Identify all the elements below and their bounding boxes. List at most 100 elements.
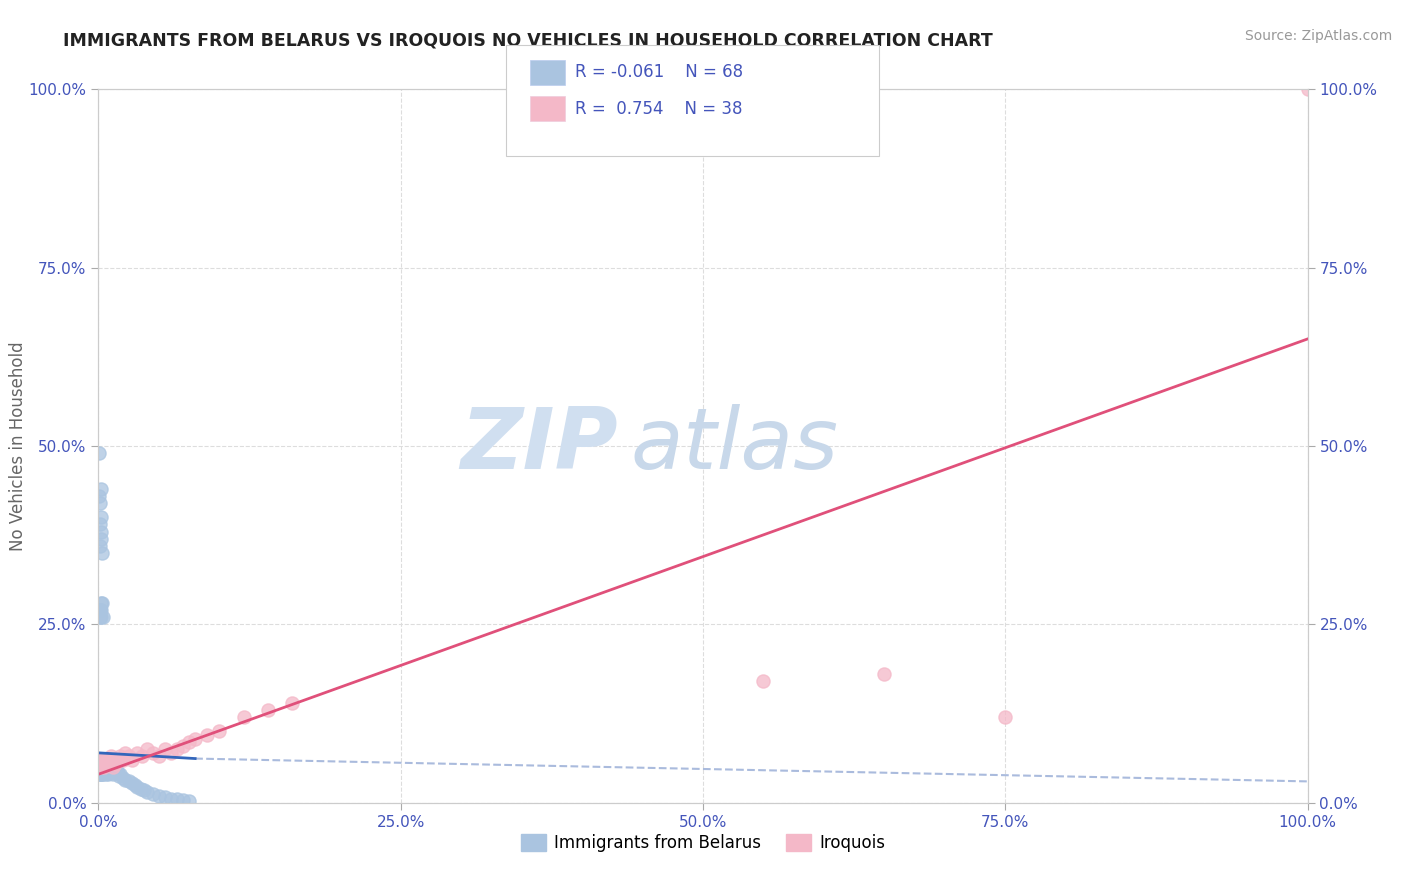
Point (89, 767, 111, 781)
Point (97, 762, 120, 776)
Text: IMMIGRANTS FROM BELARUS VS IROQUOIS NO VEHICLES IN HOUSEHOLD CORRELATION CHART: IMMIGRANTS FROM BELARUS VS IROQUOIS NO V… (63, 31, 993, 49)
Point (1296, 82, 1319, 96)
Point (90, 764, 112, 778)
Point (89, 496, 111, 510)
Point (752, 674, 775, 689)
Point (90, 510, 112, 524)
Point (134, 783, 156, 797)
Point (153, 790, 176, 805)
Point (89, 517, 111, 532)
Point (111, 753, 134, 767)
Point (91, 760, 114, 774)
Point (90, 610, 112, 624)
Point (108, 767, 131, 781)
Point (107, 765, 129, 780)
Text: R = -0.061    N = 68: R = -0.061 N = 68 (575, 63, 744, 81)
Point (89, 489, 111, 503)
Point (124, 778, 146, 792)
Point (90, 756, 112, 771)
Point (89, 603, 111, 617)
Point (89, 760, 111, 774)
Point (142, 787, 165, 801)
Point (129, 781, 152, 796)
Text: atlas: atlas (630, 404, 838, 488)
Point (90, 532, 112, 546)
Point (94, 756, 117, 771)
Point (148, 789, 170, 803)
Point (131, 749, 153, 764)
Point (93, 760, 115, 774)
Point (93, 762, 115, 776)
Point (94, 760, 117, 774)
Point (101, 756, 124, 771)
Point (104, 756, 127, 771)
Point (90, 482, 112, 496)
Point (93, 764, 115, 778)
Point (91, 546, 114, 560)
Point (94, 767, 117, 781)
Point (100, 760, 122, 774)
Point (90, 764, 112, 778)
Point (121, 753, 143, 767)
Point (166, 792, 188, 806)
Point (208, 724, 231, 739)
Point (179, 735, 201, 749)
Point (90, 596, 112, 610)
Point (98, 753, 121, 767)
Point (135, 742, 157, 756)
Point (281, 696, 304, 710)
Point (89, 753, 111, 767)
Point (87, 760, 110, 774)
Point (111, 771, 134, 785)
Point (90, 603, 112, 617)
Y-axis label: No Vehicles in Household: No Vehicles in Household (8, 341, 27, 551)
Point (93, 756, 115, 771)
Point (90, 767, 112, 781)
Point (96, 753, 118, 767)
Point (232, 710, 254, 724)
Point (89, 756, 111, 771)
Point (166, 742, 188, 756)
Point (184, 731, 207, 746)
Point (93, 760, 115, 774)
Point (97, 758, 120, 772)
Point (90, 760, 112, 774)
Point (90, 753, 112, 767)
Point (114, 746, 136, 760)
Point (91, 596, 114, 610)
Point (91, 762, 114, 776)
Point (142, 746, 165, 760)
Point (101, 767, 124, 781)
Point (96, 764, 118, 778)
Point (172, 739, 194, 753)
Point (90, 762, 112, 776)
Point (94, 756, 117, 771)
Point (127, 746, 149, 760)
Point (91, 753, 114, 767)
Point (104, 760, 127, 774)
Point (89, 764, 111, 778)
Point (179, 794, 201, 808)
Point (91, 758, 114, 772)
Point (256, 703, 278, 717)
Point (103, 762, 125, 776)
Point (97, 756, 120, 771)
Point (105, 764, 128, 778)
Point (994, 710, 1017, 724)
Point (89, 610, 111, 624)
Text: Source: ZipAtlas.com: Source: ZipAtlas.com (1244, 29, 1392, 43)
Point (135, 785, 157, 799)
Point (91, 756, 114, 771)
Point (114, 772, 136, 787)
Point (91, 764, 114, 778)
Point (98, 756, 121, 771)
Point (91, 610, 114, 624)
Point (90, 760, 112, 774)
Point (160, 791, 183, 805)
Point (89, 756, 111, 771)
Point (89, 603, 111, 617)
Point (96, 762, 118, 776)
Point (108, 769, 131, 783)
Point (89, 539, 111, 553)
Point (91, 767, 114, 781)
